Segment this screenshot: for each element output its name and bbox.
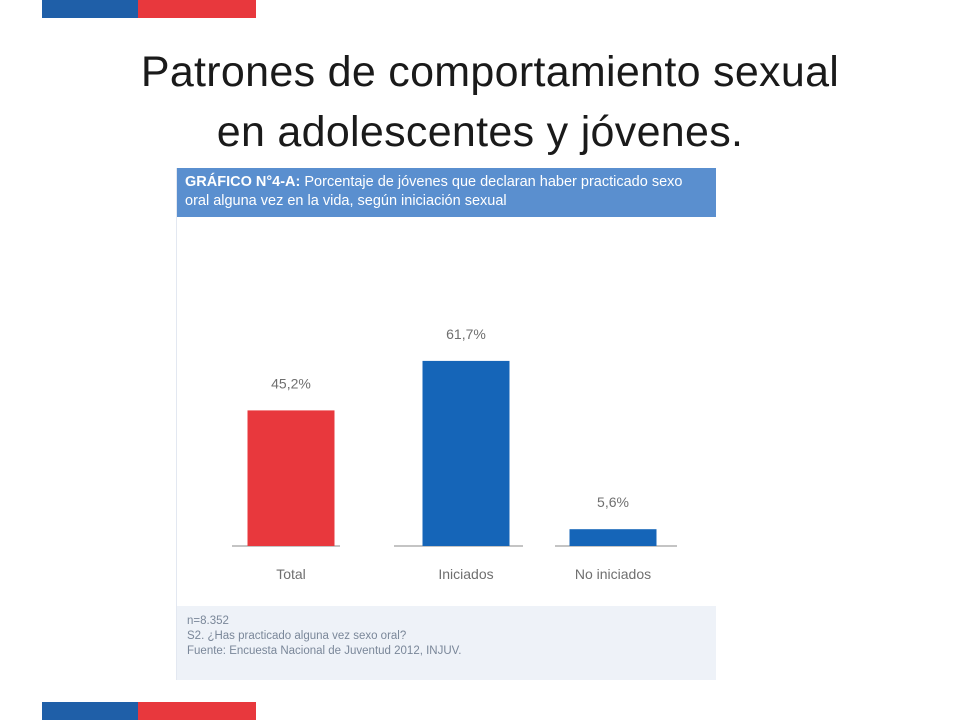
flag-red-segment bbox=[138, 0, 256, 18]
chart-figure: GRÁFICO N°4-A: Porcentaje de jóvenes que… bbox=[176, 168, 716, 680]
slide-title-line1: Patrones de comportamiento sexual bbox=[140, 48, 840, 96]
bar-no-iniciados bbox=[569, 529, 657, 546]
bar-chart: 45,2% Total 61,7% Iniciados 5,6% No iniciados bbox=[232, 326, 677, 582]
chart-notes: n=8.352 S2. ¿Has practicado alguna vez s… bbox=[177, 606, 716, 680]
chart-number-label: GRÁFICO N°4-A: bbox=[185, 174, 301, 190]
top-flag-bar bbox=[42, 0, 256, 18]
slide-title: Patrones de comportamiento sexual en ado… bbox=[60, 42, 920, 162]
question-note: S2. ¿Has practicado alguna vez sexo oral… bbox=[187, 630, 407, 642]
flag-blue-segment bbox=[42, 0, 138, 18]
slide-title-line2: en adolescentes y jóvenes. bbox=[216, 108, 744, 156]
data-label-iniciados: 61,7% bbox=[446, 326, 486, 342]
chart-title: Porcentaje de jóvenes que declaran haber… bbox=[185, 174, 683, 209]
category-label-total: Total bbox=[276, 566, 306, 582]
bar-iniciados bbox=[422, 360, 510, 546]
chart-header: GRÁFICO N°4-A: Porcentaje de jóvenes que… bbox=[177, 168, 716, 217]
category-label-iniciados: Iniciados bbox=[438, 566, 493, 582]
sample-size-note: n=8.352 bbox=[187, 615, 229, 627]
data-label-total: 45,2% bbox=[271, 375, 311, 391]
bottom-flag-bar bbox=[42, 702, 256, 720]
source-note: Fuente: Encuesta Nacional de Juventud 20… bbox=[187, 645, 462, 657]
flag-red-segment bbox=[138, 702, 256, 720]
data-label-no-iniciados: 5,6% bbox=[597, 494, 629, 510]
flag-blue-segment bbox=[42, 702, 138, 720]
bar-total bbox=[247, 410, 335, 546]
category-label-no-iniciados: No iniciados bbox=[575, 566, 651, 582]
